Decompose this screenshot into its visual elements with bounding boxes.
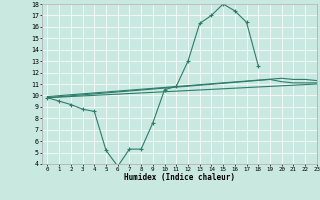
X-axis label: Humidex (Indice chaleur): Humidex (Indice chaleur)	[124, 173, 235, 182]
